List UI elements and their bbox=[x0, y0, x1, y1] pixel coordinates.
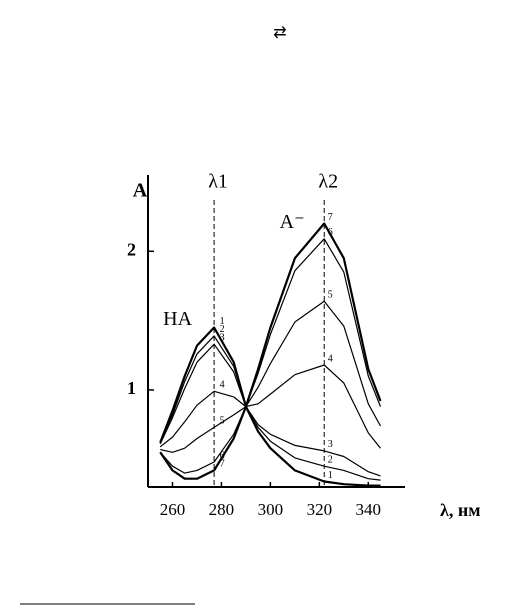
series-label: 1 bbox=[328, 470, 333, 481]
x-tick-label: 300 bbox=[258, 500, 284, 519]
annotation: HA bbox=[163, 308, 192, 330]
series-label: 4 bbox=[220, 380, 225, 391]
series-label: 7 bbox=[220, 459, 225, 470]
series-label: 1 bbox=[220, 316, 225, 327]
series-line bbox=[159, 343, 381, 477]
reference-label: λ1 bbox=[208, 171, 228, 193]
series-label: 3 bbox=[220, 332, 225, 343]
series-line bbox=[159, 335, 381, 481]
x-tick-label: 260 bbox=[160, 500, 186, 519]
y-tick-label: 2 bbox=[127, 239, 136, 259]
series-label: 7 bbox=[328, 212, 333, 223]
series-label: 5 bbox=[220, 416, 225, 427]
y-tick-label: 1 bbox=[127, 378, 136, 398]
x-tick-label: 340 bbox=[356, 500, 382, 519]
annotation: A⁻ bbox=[280, 211, 305, 233]
series-label: 3 bbox=[328, 439, 333, 450]
series-label: 5 bbox=[328, 289, 333, 300]
x-tick-label: 280 bbox=[209, 500, 235, 519]
header-symbol: ⇄ bbox=[273, 25, 286, 42]
series-line bbox=[160, 300, 382, 453]
series-line bbox=[159, 222, 382, 480]
series-line bbox=[159, 326, 381, 487]
series-label: 4 bbox=[328, 353, 333, 364]
series-label: 2 bbox=[328, 454, 333, 465]
x-axis-label: λ, нм bbox=[440, 500, 480, 520]
series-label: 2 bbox=[220, 324, 225, 335]
reference-label: λ2 bbox=[318, 171, 338, 193]
series-line bbox=[159, 364, 381, 449]
x-tick-label: 320 bbox=[307, 500, 333, 519]
y-axis-label: A bbox=[133, 180, 148, 202]
